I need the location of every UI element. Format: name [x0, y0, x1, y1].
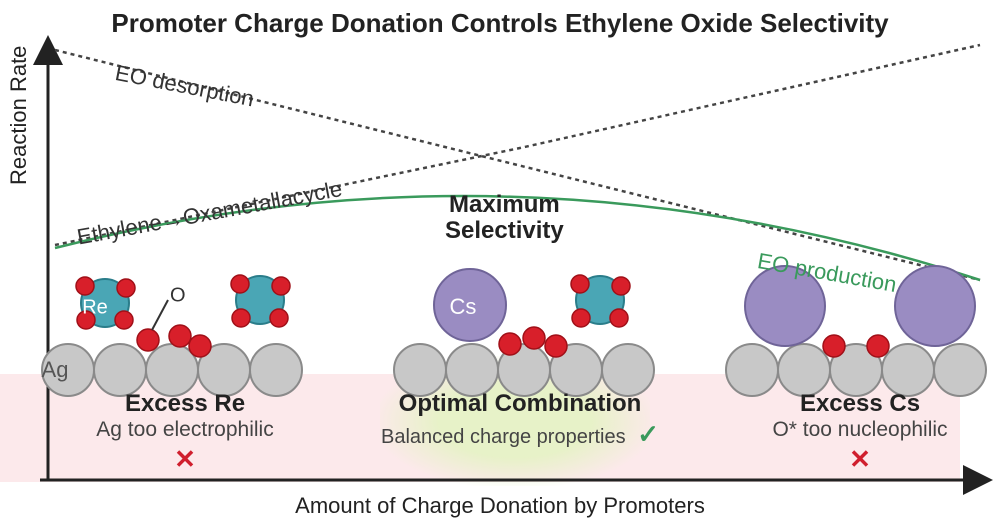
- region-center-title: Optimal Combination: [375, 390, 665, 418]
- maximum-selectivity-line2: Selectivity: [445, 218, 564, 244]
- y-axis-label: Reaction Rate: [6, 46, 32, 185]
- o-label-pointer: [152, 300, 168, 330]
- x-axis-label: Amount of Charge Donation by Promoters: [0, 493, 1000, 519]
- region-right-mark: ✕: [849, 444, 871, 475]
- region-left-title: Excess Re: [55, 390, 315, 418]
- atom-label-cs: Cs: [450, 294, 477, 319]
- atom-label-ag: Ag: [42, 357, 69, 382]
- region-excess-re: Excess Re Ag too electrophilic ✕: [55, 390, 315, 475]
- region-right-title: Excess Cs: [730, 390, 990, 418]
- maximum-selectivity-label: Maximum Selectivity: [445, 192, 564, 245]
- region-center-subtitle: Balanced charge properties ✓: [375, 418, 665, 450]
- region-center-sub-text: Balanced charge properties: [381, 426, 626, 448]
- region-center-mark: ✓: [637, 420, 659, 450]
- region-optimal-combination: Optimal Combination Balanced charge prop…: [375, 390, 665, 450]
- region-left-subtitle: Ag too electrophilic: [55, 418, 315, 442]
- re-clusters: [76, 275, 630, 329]
- region-right-subtitle: O* too nucleophilic: [730, 418, 990, 442]
- maximum-selectivity-line1: Maximum: [445, 192, 564, 218]
- region-excess-cs: Excess Cs O* too nucleophilic ✕: [730, 390, 990, 475]
- region-left-mark: ✕: [174, 444, 196, 475]
- atom-label-o: O: [170, 284, 186, 306]
- atom-label-re: Re: [82, 296, 108, 318]
